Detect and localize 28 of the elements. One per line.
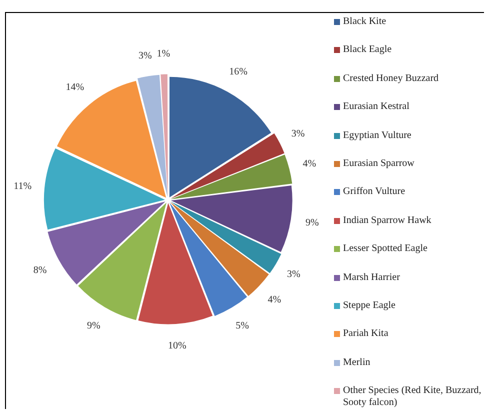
data-label: 4% <box>302 158 316 170</box>
legend-label: Egyptian Vulture <box>343 130 412 142</box>
legend-label: Pariah Kita <box>343 328 388 340</box>
data-label: 4% <box>268 294 282 306</box>
data-label: 9% <box>87 320 100 332</box>
data-label: 11% <box>14 180 32 192</box>
legend-label: Eurasian Sparrow <box>343 158 414 170</box>
legend-label: Marsh Harrier <box>343 272 400 284</box>
data-label: 10% <box>168 340 186 352</box>
legend-label: Crested Honey Buzzard <box>343 72 439 85</box>
data-label: 3% <box>286 268 300 280</box>
legend-label: Black Kite <box>343 16 386 28</box>
legend-label: Eurasian Kestral <box>343 101 410 114</box>
data-label: 9% <box>306 217 319 228</box>
legend-label: Lesser Spotted Eagle <box>343 243 428 256</box>
legend-label: Indian Sparrow Hawk <box>343 214 432 227</box>
data-label: 8% <box>33 264 47 276</box>
data-label: 16% <box>229 66 248 78</box>
data-label: 3% <box>138 50 152 62</box>
legend-label: Black Eagle <box>343 44 392 56</box>
data-label: 3% <box>291 128 305 140</box>
data-label: 1% <box>156 48 170 60</box>
legend-label: Other Species (Red Kite, Buzzard, Sooty falcon) <box>343 385 482 410</box>
legend-label: Griffon Vulture <box>343 186 406 198</box>
legend-label: Steppe Eagle <box>343 300 396 312</box>
data-label: 14% <box>66 82 84 94</box>
legend-label: Merlin <box>343 356 370 369</box>
data-label: 5% <box>236 320 249 332</box>
